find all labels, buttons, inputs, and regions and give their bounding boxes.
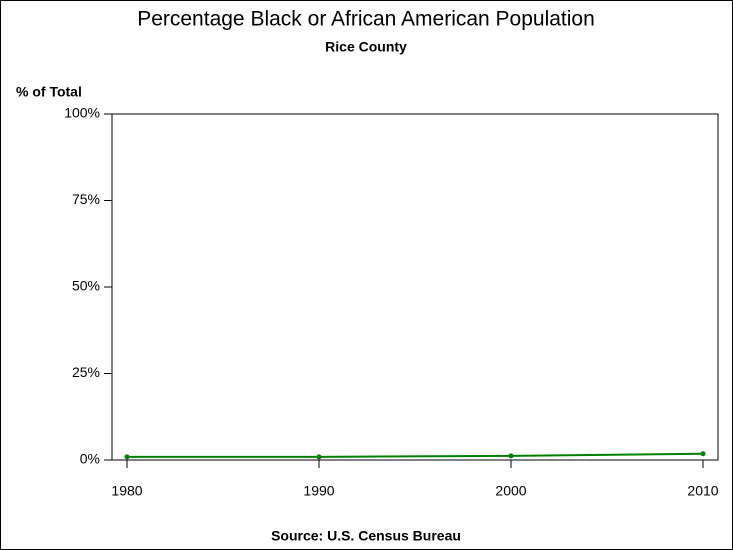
data-point	[124, 454, 130, 460]
chart-title: Percentage Black or African American Pop…	[137, 8, 595, 31]
x-tick-label: 2010	[687, 483, 718, 499]
data-point	[316, 454, 322, 460]
x-tick-label: 1980	[111, 483, 142, 499]
source-note: Source: U.S. Census Bureau	[271, 528, 461, 544]
y-axis-label: % of Total	[16, 84, 82, 100]
y-tick-label: 25%	[72, 364, 100, 380]
data-point	[508, 453, 514, 459]
y-tick-label: 0%	[80, 451, 100, 467]
y-tick-label: 100%	[64, 105, 100, 121]
x-tick-label: 2000	[495, 483, 526, 499]
y-tick-label: 50%	[72, 278, 100, 294]
x-tick-label: 1990	[303, 483, 334, 499]
chart-subtitle: Rice County	[325, 39, 407, 55]
data-point	[700, 451, 706, 457]
y-tick-label: 75%	[72, 191, 100, 207]
data-line	[127, 452, 704, 458]
